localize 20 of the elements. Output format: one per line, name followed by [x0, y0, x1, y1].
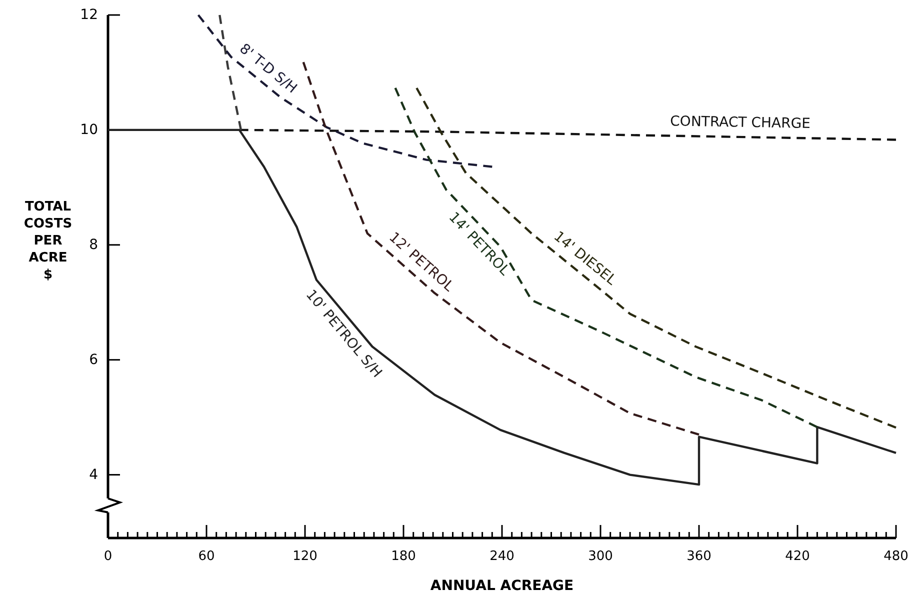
y-tick-label: 12 [80, 7, 98, 23]
series-label: CONTRACT CHARGE [670, 114, 811, 132]
x-axis-title: ANNUAL ACREAGE [430, 578, 574, 594]
y-tick-label: 4 [89, 466, 98, 483]
x-tick-label: 360 [686, 549, 712, 564]
text: 8' T-D S/H [236, 40, 300, 97]
x-tick-label: 240 [490, 549, 514, 564]
y-axis-title: TOTAL COSTS PER ACRE $ [24, 199, 72, 282]
x-tick-label: 60 [198, 549, 215, 564]
line-series [106, 128, 898, 486]
y-tick-label: 6 [89, 352, 98, 368]
x-tick-label: 120 [292, 549, 318, 564]
x-tick-label: 180 [391, 549, 416, 564]
x-tick-label: 300 [588, 549, 613, 564]
y-tick-label: 10 [80, 122, 98, 138]
x-tick-label: 480 [884, 549, 908, 564]
line-series [197, 14, 494, 168]
x-tick-label: 420 [785, 549, 810, 564]
x-tick-label: 0 [104, 549, 112, 564]
y-tick-label: 8 [89, 236, 98, 253]
